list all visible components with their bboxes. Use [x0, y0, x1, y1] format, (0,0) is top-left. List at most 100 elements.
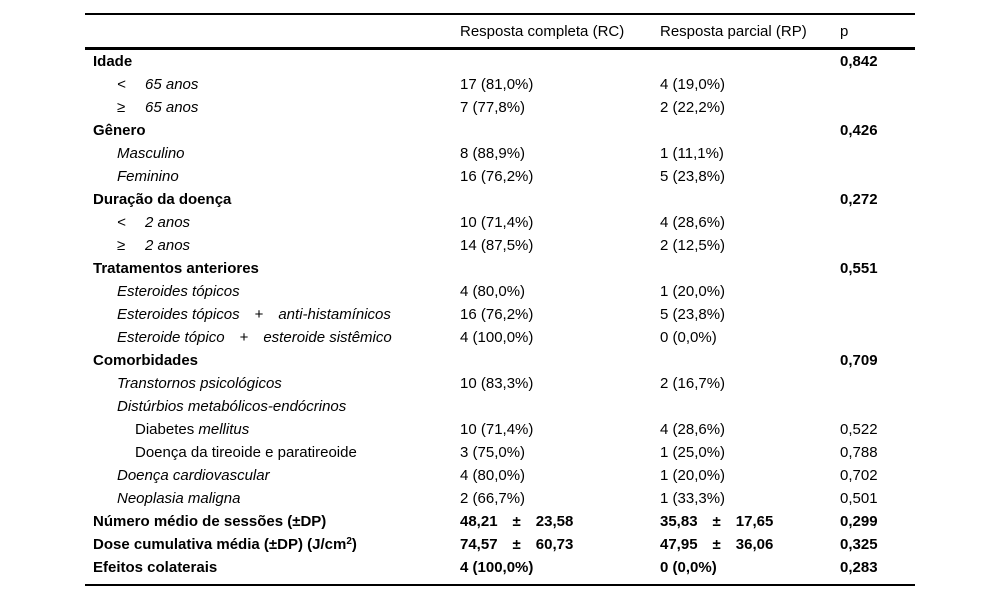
- cell-p-value: 0,709: [840, 352, 878, 369]
- label-part: +: [239, 329, 249, 346]
- cell-resposta-parcial: 1 (25,0%): [660, 444, 726, 461]
- cell-resposta-parcial: 5 (23,8%): [660, 168, 726, 185]
- cell-resposta-parcial: 0 (0,0%): [660, 329, 717, 346]
- row-label: Distúrbios metabólicos-endócrinos: [117, 398, 347, 415]
- cell-resposta-parcial: 4 (28,6%): [660, 214, 726, 231]
- label-part: 74,57: [460, 536, 498, 553]
- cell-resposta-parcial: 2 (22,2%): [660, 99, 726, 116]
- label-part: 60,73: [535, 536, 574, 553]
- header-resposta-parcial: Resposta parcial (RP): [660, 22, 807, 40]
- table-row: Masculino 8 (88,9%) 1 (11,1%): [85, 142, 915, 165]
- label-part: Dose cumulativa média (±DP) (J/cm: [93, 536, 347, 553]
- comparison-symbol: <: [117, 76, 126, 93]
- cell-resposta-parcial: 4 (28,6%): [660, 421, 726, 438]
- label-part: +: [254, 306, 264, 323]
- row-label: Doença da tireoide e paratireoide: [135, 444, 357, 461]
- cell-resposta-completa: 4 (80,0%): [460, 467, 526, 484]
- label-part: Esteroide tópico: [117, 329, 225, 346]
- row-label: Neoplasia maligna: [117, 490, 241, 507]
- label-part: 48,21: [460, 513, 498, 530]
- cell-resposta-completa: 4 (100,0%): [460, 559, 534, 576]
- row-label: Esteroide tópico + esteroide sistêmico: [85, 329, 460, 346]
- table-header-rule: [85, 47, 915, 50]
- cell-resposta-parcial: 2 (12,5%): [660, 237, 726, 254]
- comparison-symbol: ≥: [117, 99, 126, 116]
- label-part: ±: [712, 536, 721, 553]
- label-part: ): [351, 536, 357, 553]
- row-label: <65 anos: [117, 76, 199, 93]
- row-label: Gênero: [93, 122, 146, 139]
- table-row: Neoplasia maligna 2 (66,7%) 1 (33,3%) 0,501: [85, 487, 915, 510]
- table-row: Duração da doença 0,272: [85, 188, 915, 211]
- table-header-row: Resposta completa (RC) Resposta parcial …: [85, 15, 915, 47]
- cell-resposta-completa: 7 (77,8%): [460, 99, 526, 116]
- row-label: Masculino: [117, 145, 185, 162]
- label-part: anti-histamínicos: [278, 306, 391, 323]
- row-label: <2 anos: [117, 214, 191, 231]
- cell-p-value: 0,283: [840, 559, 878, 576]
- cell-resposta-completa: 17 (81,0%): [460, 76, 534, 93]
- cell-resposta-completa: 10 (71,4%): [460, 214, 534, 231]
- cell-resposta-completa: 3 (75,0%): [460, 444, 526, 461]
- row-label: Idade: [93, 53, 133, 70]
- cell-p-value: 0,501: [840, 490, 878, 507]
- row-label: Esteroides tópicos: [117, 283, 240, 300]
- table-row: Gênero 0,426: [85, 119, 915, 142]
- cell-resposta-parcial: 0 (0,0%): [660, 559, 717, 576]
- table-row: Diabetes mellitus 10 (71,4%) 4 (28,6%) 0,52…: [85, 418, 915, 441]
- table-row: Esteroides tópicos + anti-histamínicos 16 (…: [85, 303, 915, 326]
- cell-resposta-parcial: 2 (16,7%): [660, 375, 726, 392]
- label-part: ±: [512, 513, 521, 530]
- cell-p-value: 0,788: [840, 444, 878, 461]
- cell-resposta-completa: 16 (76,2%): [460, 306, 534, 323]
- row-label: Diabetes mellitus: [85, 421, 460, 438]
- comparison-symbol: <: [117, 214, 126, 231]
- table-row: Idade 0,842: [85, 50, 915, 73]
- cell-p-value: 0,551: [840, 260, 878, 277]
- table-row: <2 anos 10 (71,4%) 4 (28,6%): [85, 211, 915, 234]
- table-row: Esteroide tópico + esteroide sistêmico 4 (1…: [85, 326, 915, 349]
- table-row: Transtornos psicológicos 10 (83,3%) 2 (16,…: [85, 372, 915, 395]
- cell-resposta-completa: 16 (76,2%): [460, 168, 534, 185]
- row-label: Tratamentos anteriores: [93, 260, 259, 277]
- table-row: Número médio de sessões (±DP) 48,21 ±23,58…: [85, 510, 915, 533]
- row-label: Número médio de sessões (±DP): [93, 513, 327, 530]
- label-part: 17,65: [735, 513, 774, 530]
- row-label: Esteroides tópicos + anti-histamínicos: [85, 306, 460, 323]
- cell-resposta-completa: 2 (66,7%): [460, 490, 526, 507]
- cell-resposta-parcial: 1 (20,0%): [660, 283, 726, 300]
- table-row: Doença da tireoide e paratireoide 3 (75,0…: [85, 441, 915, 464]
- table-row: Comorbidades 0,709: [85, 349, 915, 372]
- label-part: 23,58: [535, 513, 574, 530]
- row-label: Doença cardiovascular: [117, 467, 270, 484]
- table-row: Distúrbios metabólicos-endócrinos: [85, 395, 915, 418]
- row-label: ≥2 anos: [117, 237, 191, 254]
- table-bottom-rule: [85, 584, 915, 586]
- label-part: Diabetes: [135, 421, 199, 438]
- comparison-symbol: ≥: [117, 237, 126, 254]
- label-part: mellitus: [198, 421, 250, 438]
- cell-p-value: 0,299: [840, 513, 878, 530]
- table-row: Efeitos colaterais 4 (100,0%) 0 (0,0%) 0,28…: [85, 556, 915, 579]
- cell-resposta-completa: 4 (80,0%): [460, 283, 526, 300]
- cell-resposta-parcial: 1 (33,3%): [660, 490, 726, 507]
- cell-p-value: 0,272: [840, 191, 878, 208]
- label-part: Esteroides tópicos: [117, 306, 240, 323]
- cell-resposta-completa: 4 (100,0%): [460, 329, 534, 346]
- label-part: 47,95: [660, 536, 698, 553]
- cell-p-value: 0,426: [840, 122, 878, 139]
- cell-resposta-parcial: 1 (20,0%): [660, 467, 726, 484]
- table-row: Feminino 16 (76,2%) 5 (23,8%): [85, 165, 915, 188]
- cell-resposta-completa: 10 (83,3%): [460, 375, 534, 392]
- table-row: Tratamentos anteriores 0,551: [85, 257, 915, 280]
- table-top-rule: [85, 13, 915, 15]
- label-part: 36,06: [735, 536, 774, 553]
- header-p-value: p: [840, 22, 849, 40]
- table-row: ≥65 anos 7 (77,8%) 2 (22,2%): [85, 96, 915, 119]
- table-body: Idade 0,842 <65 anos 17 (81,0%) 4 (19,0%) ≥65…: [85, 50, 915, 579]
- cell-resposta-parcial: 4 (19,0%): [660, 76, 726, 93]
- cell-p-value: 0,522: [840, 421, 878, 438]
- table-row: Esteroides tópicos 4 (80,0%) 1 (20,0%): [85, 280, 915, 303]
- cell-resposta-completa: 14 (87,5%): [460, 237, 534, 254]
